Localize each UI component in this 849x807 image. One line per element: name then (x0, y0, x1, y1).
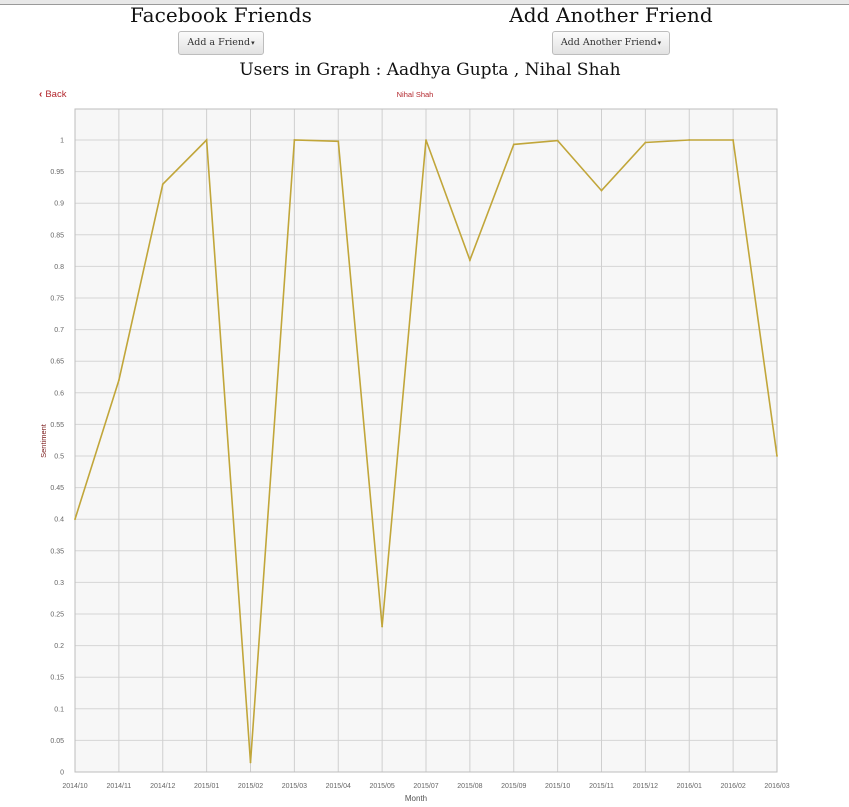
data-point (512, 143, 515, 146)
x-tick-label: 2014/12 (150, 783, 175, 790)
data-point (468, 259, 471, 261)
x-tick-label: 2016/01 (677, 783, 702, 790)
x-tick-label: 2015/02 (238, 783, 263, 790)
add-another-friend-button[interactable]: Add Another Friend▾ (551, 31, 671, 55)
x-axis-title: Month (405, 794, 427, 803)
data-point (161, 183, 164, 186)
x-tick-label: 2015/09 (501, 783, 526, 790)
y-tick-label: 0.9 (54, 201, 64, 208)
x-tick-label: 2015/03 (282, 783, 307, 790)
x-tick-label: 2014/10 (62, 783, 87, 790)
data-point (688, 139, 691, 141)
y-tick-label: 0.5 (54, 454, 64, 461)
data-point (600, 189, 603, 192)
back-link[interactable]: ‹ Back (39, 89, 66, 100)
y-tick-label: 0.4 (54, 517, 64, 524)
dropdown-caret-icon: ▾ (251, 39, 255, 47)
y-tick-label: 0.75 (50, 296, 64, 303)
chevron-left-icon: ‹ (39, 89, 43, 100)
legend-series-label: Nihal Shah (396, 90, 434, 99)
y-tick-label: 0.45 (50, 485, 64, 492)
plot-area-border (74, 108, 778, 773)
data-point (381, 625, 384, 628)
y-tick-label: 0.8 (54, 264, 64, 271)
y-tick-label: 0.25 (50, 612, 64, 619)
x-tick-label: 2015/01 (194, 783, 219, 790)
x-tick-label: 2016/03 (764, 783, 789, 790)
data-point (117, 379, 120, 382)
facebook-friends-title: Facebook Friends (129, 3, 313, 27)
x-tick-label: 2014/11 (106, 783, 131, 790)
x-tick-label: 2015/12 (633, 783, 658, 790)
back-link-label: Back (45, 89, 67, 100)
data-point (644, 141, 647, 144)
data-point (249, 761, 252, 764)
data-point (556, 139, 559, 142)
y-tick-label: 0.35 (50, 548, 64, 555)
x-tick-label: 2016/02 (720, 783, 745, 790)
data-point (425, 139, 427, 141)
y-tick-label: 0.95 (50, 169, 64, 176)
y-tick-label: 1 (60, 138, 64, 145)
y-tick-label: 0 (60, 770, 64, 777)
y-tick-label: 0.65 (50, 359, 64, 366)
data-point (776, 455, 778, 457)
dropdown-caret-icon: ▾ (657, 39, 662, 47)
window-top-bar (0, 0, 849, 5)
data-point (293, 139, 296, 141)
y-tick-label: 0.3 (54, 580, 64, 587)
add-a-friend-label: Add a Friend (187, 37, 251, 48)
y-tick-label: 0.05 (50, 738, 64, 745)
y-tick-label: 0.1 (54, 706, 64, 713)
add-a-friend-button[interactable]: Add a Friend▾ (178, 31, 264, 55)
x-tick-label: 2015/08 (457, 783, 482, 790)
x-tick-label: 2015/11 (589, 783, 614, 790)
x-tick-label: 2015/07 (413, 783, 438, 790)
facebook-friends-section: Facebook Friends Add a Friend▾ (121, 2, 321, 55)
add-another-friend-section: Add Another Friend Add Another Friend▾ (486, 2, 736, 55)
graph-users-title: Users in Graph : Aadhya Gupta , Nihal Sh… (239, 60, 621, 80)
y-tick-label: 0.85 (50, 232, 64, 239)
x-tick-label: 2015/04 (326, 783, 351, 790)
x-tick-label: 2015/05 (369, 783, 394, 790)
y-tick-label: 0.6 (54, 390, 64, 397)
x-tick-label: 2015/10 (545, 783, 570, 790)
data-point (205, 139, 208, 141)
data-point (732, 139, 735, 141)
y-tick-label: 0.55 (50, 422, 64, 429)
y-tick-label: 0.15 (50, 675, 64, 682)
data-point (337, 140, 340, 143)
y-tick-label: 0.2 (54, 643, 64, 650)
y-tick-label: 0.7 (54, 327, 64, 334)
add-another-friend-title: Add Another Friend (509, 3, 713, 27)
y-axis-title: Sentiment (39, 423, 48, 458)
data-point (74, 518, 76, 521)
add-another-friend-label: Add Another Friend (560, 37, 657, 48)
